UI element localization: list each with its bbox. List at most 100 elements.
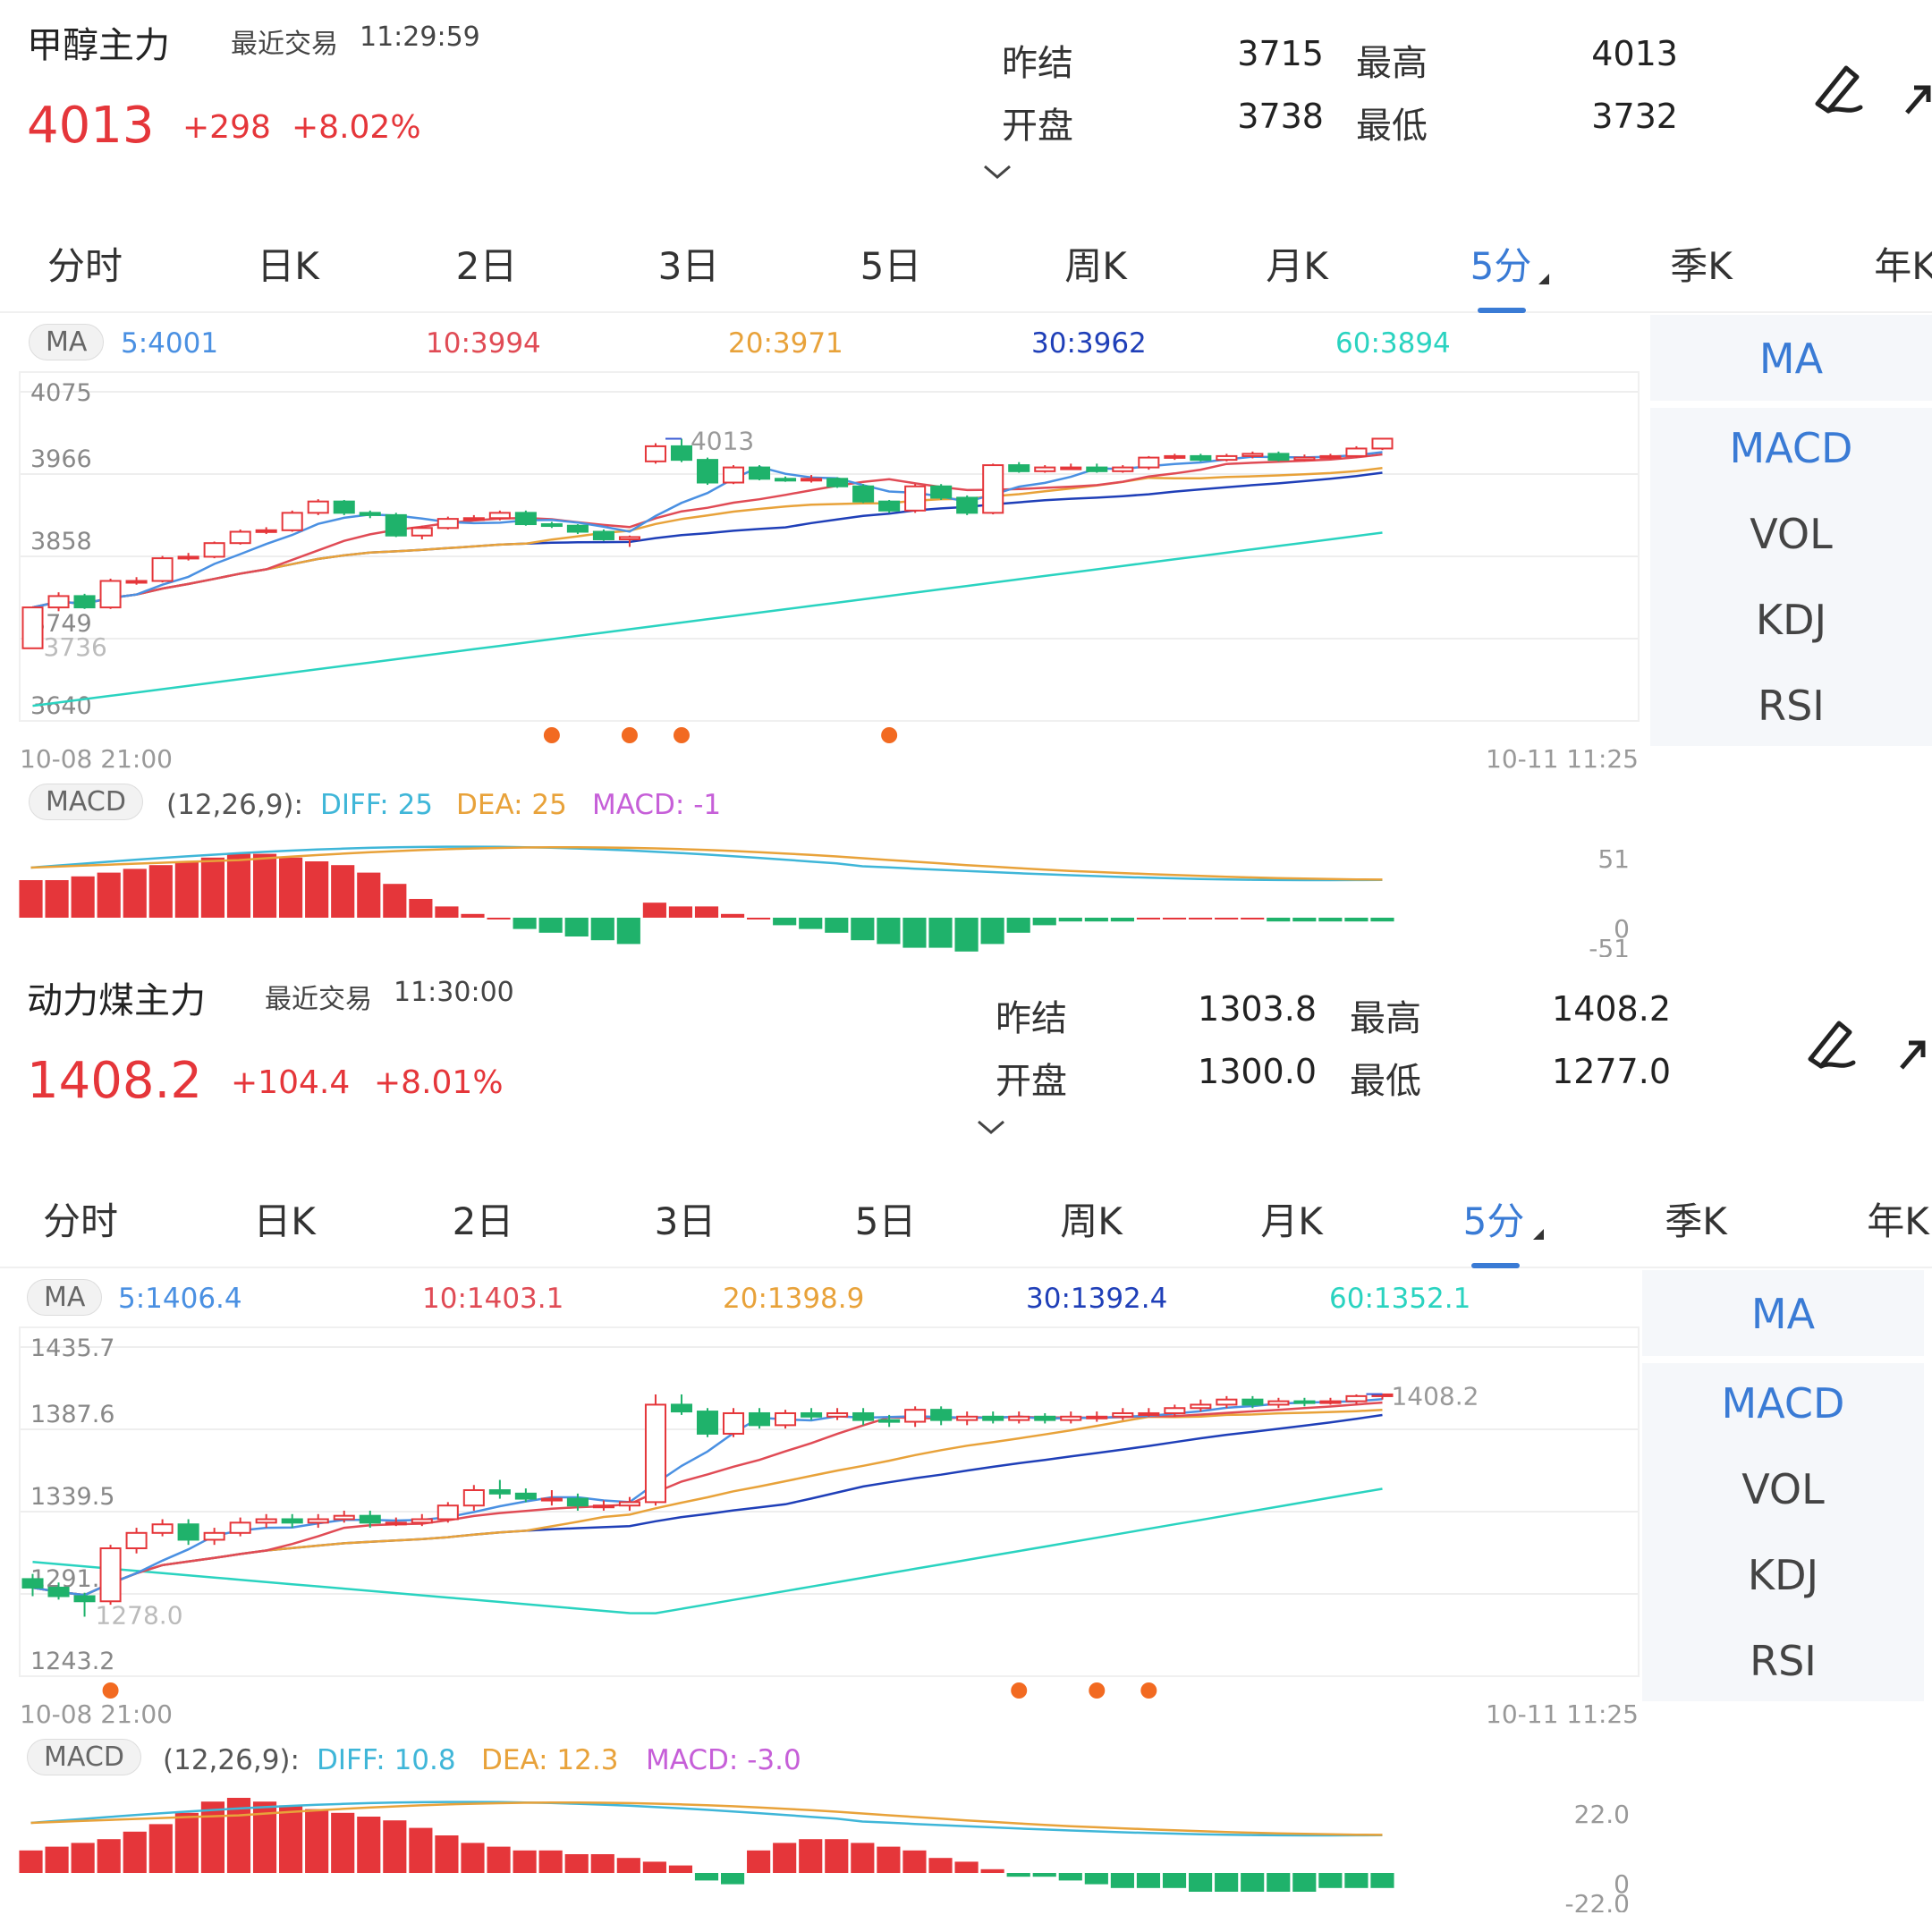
macd-bar [1162,918,1187,919]
signal-dot [1011,1682,1028,1699]
tab-quarterly-k[interactable]: 季K [1670,244,1733,288]
tab-daily-k[interactable]: 日K [253,1199,316,1243]
indicator-vol[interactable]: VOL [1750,510,1833,558]
macd-legend: MACD (12,26,9): DIFF: 25 DEA: 25 MACD: -… [0,784,1646,826]
candle-body [177,555,199,560]
candle [1034,1412,1056,1424]
indicator-macd[interactable]: MACD [1729,424,1853,472]
tab-5min[interactable]: 5分 [1470,244,1532,288]
high-marker-label: 4013 [691,426,754,455]
candle [826,1408,849,1420]
prev-settle-label: 昨结 [1002,43,1073,84]
high-label: 最高 [1350,998,1421,1039]
plot-frame [19,371,1640,722]
macd-bar [877,1846,901,1873]
plot-frame [19,1326,1640,1677]
tab-weekly-k[interactable]: 周K [1064,244,1127,288]
tab-daily-k[interactable]: 日K [257,244,319,288]
tab-5min[interactable]: 5分 [1462,1199,1525,1243]
candle-body [722,1411,745,1435]
candle [99,578,122,609]
indicator-macd[interactable]: MACD [1721,1379,1845,1428]
macd-axis-tick: 0 [1614,1869,1630,1899]
indicator-box-bottom [1642,1363,1924,1701]
candle [281,1513,303,1529]
macd-bar [174,861,199,918]
candle-body [1112,466,1134,472]
tab-intraday[interactable]: 分时 [47,244,123,288]
candle-body [1319,454,1342,459]
candle [1241,1395,1264,1409]
indicator-ma[interactable]: MA [1750,1290,1816,1338]
indicator-kdj[interactable]: KDJ [1747,1551,1819,1599]
macd-bar [1136,918,1161,919]
tab-intraday[interactable]: 分时 [42,1199,118,1243]
tab-yearly-k[interactable]: 年K [1874,244,1932,288]
candle-body [696,459,719,484]
y-tick-label: 3966 [30,445,92,473]
candle-body [749,466,771,480]
macd-bar [435,906,459,918]
ma-pill[interactable]: MA [27,1279,103,1316]
tab-2day[interactable]: 2日 [455,244,518,288]
draw-pen-icon[interactable] [1800,1013,1862,1075]
y-tick-label: 3640 [30,692,92,720]
candle [1241,451,1264,459]
candle-body [1112,1411,1134,1418]
candle [696,1408,719,1437]
expand-chevron-icon[interactable] [982,163,1013,181]
ma-pill[interactable]: MA [29,324,105,360]
macd-bar [1084,918,1108,922]
indicator-ma[interactable]: MA [1758,335,1824,383]
macd-pill[interactable]: MACD [29,784,143,820]
last-price: 1408.2 [27,1052,202,1110]
macd-bar [825,918,849,933]
macd-bar [383,1820,407,1873]
tab-3day[interactable]: 3日 [657,244,720,288]
tab-5day[interactable]: 5日 [854,1199,917,1243]
macd-bar [409,899,433,918]
candle [47,1582,70,1600]
draw-pen-icon[interactable] [1807,57,1869,120]
tab-monthly-k[interactable]: 月K [1266,244,1328,288]
tab-quarterly-k[interactable]: 季K [1665,1199,1727,1243]
macd-bar [97,1839,121,1873]
candle [1190,1399,1212,1412]
candle [151,555,174,583]
macd-bar [564,918,589,936]
tab-2day[interactable]: 2日 [452,1199,514,1243]
tab-5day[interactable]: 5日 [860,244,922,288]
candle [151,1519,174,1537]
candle-body [1371,437,1394,450]
indicator-kdj[interactable]: KDJ [1755,596,1827,644]
indicator-rsi[interactable]: RSI [1750,1637,1817,1685]
candle-body [47,595,70,609]
candle [1319,1397,1342,1405]
macd-bar [616,1858,640,1873]
macd-pill[interactable]: MACD [27,1739,141,1775]
macd-bar [720,1873,745,1885]
expand-chevron-icon[interactable] [976,1118,1006,1136]
indicator-vol[interactable]: VOL [1741,1465,1825,1513]
indicator-rsi[interactable]: RSI [1758,682,1825,730]
tab-yearly-k[interactable]: 年K [1867,1199,1929,1243]
macd-bar [513,1850,537,1873]
candle [99,1545,122,1606]
y-tick-label: 3858 [30,528,92,555]
kline-chart[interactable]: 1435.71387.61339.51291.31243.21408.21278… [0,1322,1646,1733]
macd-bar [1292,1873,1317,1892]
candle [670,1394,693,1415]
ma60-line [32,1487,1383,1614]
expand-arrow-icon[interactable] [1896,1036,1927,1072]
last-price: 4013 [27,97,155,155]
candle [1112,465,1134,473]
expand-arrow-icon[interactable] [1902,80,1932,116]
macd-bar [513,918,537,929]
tab-weekly-k[interactable]: 周K [1060,1199,1123,1243]
macd-bar [747,1850,771,1873]
indicator-menu: MA MACD VOL KDJ RSI [1650,315,1932,746]
macd-bar [1370,918,1394,922]
tab-3day[interactable]: 3日 [654,1199,716,1243]
tab-monthly-k[interactable]: 月K [1260,1199,1323,1243]
